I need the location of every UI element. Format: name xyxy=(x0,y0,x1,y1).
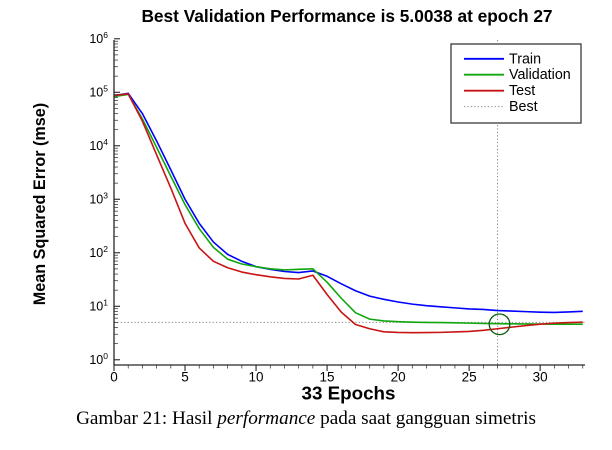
svg-text:0: 0 xyxy=(110,370,118,385)
svg-text:33 Epochs: 33 Epochs xyxy=(302,383,396,404)
svg-text:Validation: Validation xyxy=(509,67,571,83)
svg-text:Train: Train xyxy=(509,51,541,67)
svg-text:Best Validation Performance is: Best Validation Performance is 5.0038 at… xyxy=(141,6,552,26)
svg-text:Test: Test xyxy=(509,83,535,99)
svg-text:25: 25 xyxy=(462,370,477,385)
svg-text:Gambar 21: Hasil performance: Gambar 21: Hasil performance pada saat g… xyxy=(76,408,536,429)
svg-text:Best: Best xyxy=(509,99,538,115)
svg-text:30: 30 xyxy=(533,370,548,385)
svg-text:5: 5 xyxy=(181,370,189,385)
svg-text:10: 10 xyxy=(249,370,264,385)
svg-text:Mean Squared Error (mse): Mean Squared Error (mse) xyxy=(31,103,49,305)
